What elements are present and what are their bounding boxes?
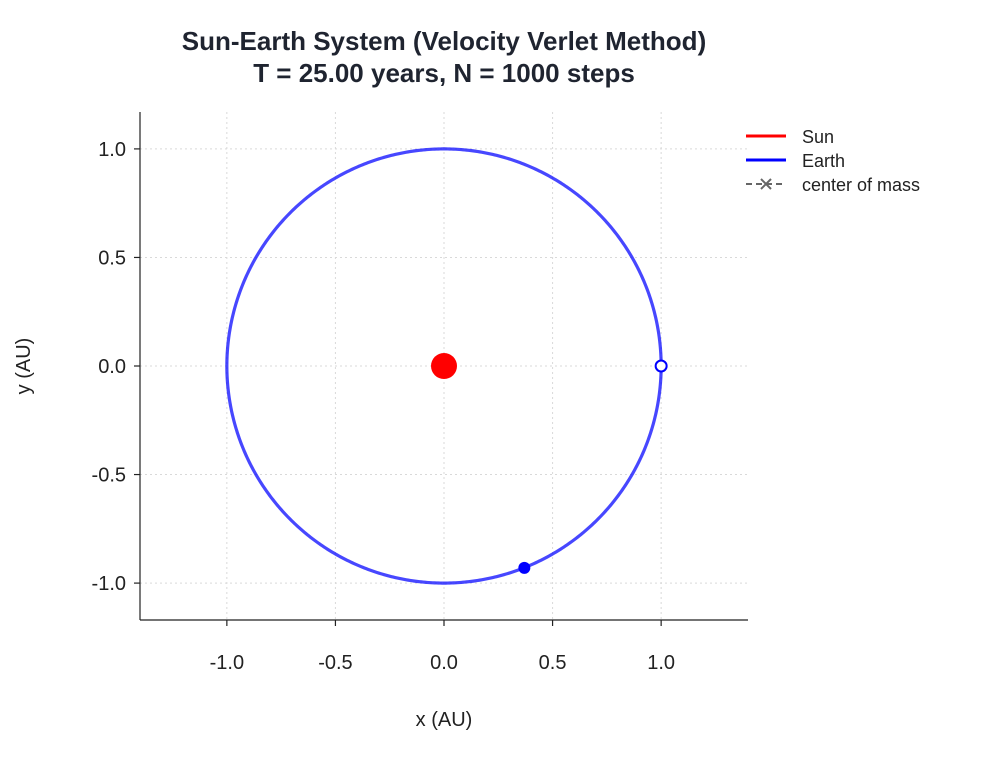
earth-final-marker (518, 561, 531, 574)
tick-labels: -1.0 -0.5 0.0 0.5 1.0 -1.0 -0.5 0.0 0.5 1.0 (92, 139, 676, 674)
x-axis-label: x (AU) (416, 709, 473, 731)
sun-marker (431, 353, 457, 379)
legend-sun-label: Sun (802, 127, 834, 147)
chart-subtitle: T = 25.00 years, N = 1000 steps (253, 58, 635, 88)
legend: Sun Earth center of mass (746, 127, 920, 195)
legend-com-x-marker (760, 178, 772, 190)
y-tick-label: 0.5 (98, 247, 126, 269)
y-tick-label: 1.0 (98, 139, 126, 161)
x-tick-label: -0.5 (318, 652, 352, 674)
y-tick-label: -1.0 (92, 573, 126, 595)
x-tick-label: 1.0 (647, 652, 675, 674)
x-tick-label: -1.0 (210, 652, 244, 674)
grid (140, 112, 748, 620)
plot-area (225, 147, 668, 585)
x-tick-label: 0.5 (539, 652, 567, 674)
legend-com-label: center of mass (802, 175, 920, 195)
y-tick-label: 0.0 (98, 356, 126, 378)
x-tick-label: 0.0 (430, 652, 458, 674)
earth-start-marker (654, 359, 668, 373)
y-tick-label: -0.5 (92, 465, 126, 487)
y-axis-label: y (AU) (13, 338, 35, 395)
legend-earth-label: Earth (802, 151, 845, 171)
earth-orbit-line (225, 147, 663, 585)
chart-title: Sun-Earth System (Velocity Verlet Method… (182, 26, 706, 56)
